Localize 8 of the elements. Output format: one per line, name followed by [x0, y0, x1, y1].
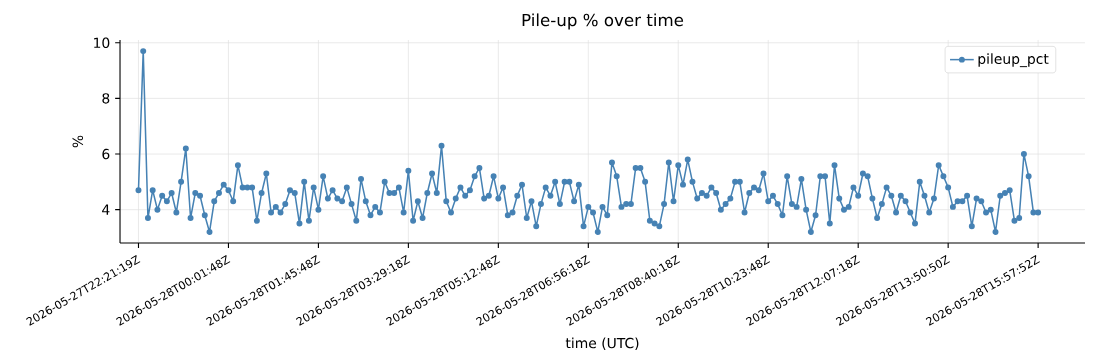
x-axis-title: time (UTC) — [565, 337, 639, 350]
chart-title: Pile-up % over time — [522, 13, 684, 30]
legend-label: pileup_pct — [978, 53, 1049, 68]
y-tick-label: 6 — [102, 148, 110, 160]
y-axis-title: % — [72, 135, 84, 148]
y-tick-label: 10 — [94, 37, 110, 49]
y-tick-label: 4 — [102, 204, 110, 215]
y-tick-label: 8 — [102, 93, 110, 104]
